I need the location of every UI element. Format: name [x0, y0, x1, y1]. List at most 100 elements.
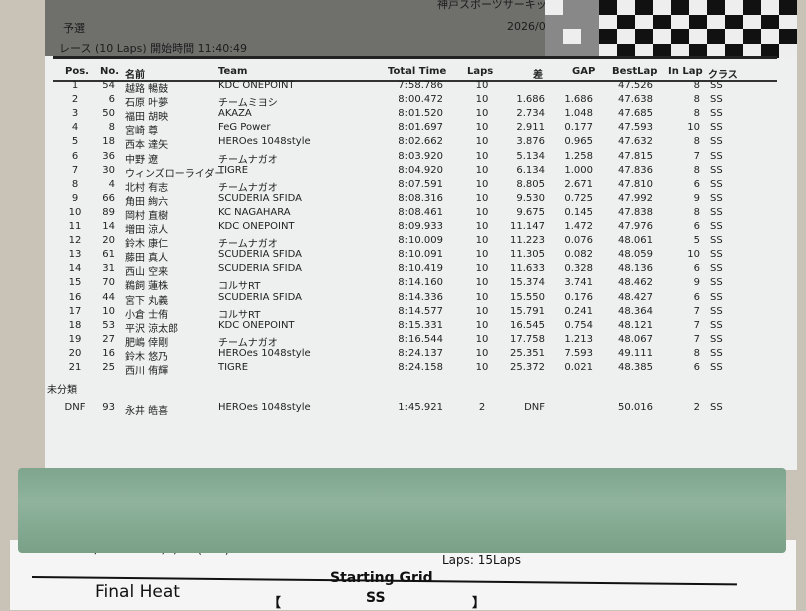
- cell-gap: 0.076: [564, 235, 593, 247]
- cell-class: SS: [710, 164, 723, 176]
- cell-inlap: 10: [687, 249, 700, 261]
- cell-best: 48.462: [618, 277, 653, 289]
- cell-name: 鈴木 悠乃: [125, 351, 169, 363]
- cell-total: 8:10.091: [398, 249, 443, 261]
- cell-total: 8:14.160: [398, 277, 443, 289]
- cell-laps: 10: [475, 277, 489, 289]
- results-sheet: 予選 神戸スポーツサーキット 1.045 km 2026/03/22 11:45…: [45, 0, 797, 470]
- session-label: 予選: [63, 22, 85, 35]
- cell-team: SCUDERIA SFIDA: [218, 249, 302, 261]
- cell-team: チームミヨシ: [218, 98, 278, 110]
- cell-class: SS: [710, 319, 723, 331]
- paper-roll: [18, 468, 786, 553]
- cell-inlap: 8: [693, 347, 700, 359]
- flag-square: [581, 14, 599, 29]
- flag-square: [743, 14, 761, 29]
- cell-laps: 10: [475, 305, 489, 317]
- flag-square: [599, 0, 617, 15]
- cell-pos: 15: [68, 277, 82, 289]
- cell-pos: DNF: [64, 402, 86, 413]
- cell-gap: 1.258: [564, 150, 593, 162]
- cell-inlap: 8: [693, 136, 700, 148]
- sheet-laps: Laps: 15Laps: [442, 553, 521, 567]
- cell-best: 47.593: [618, 122, 653, 134]
- cell-total: 8:16.544: [398, 333, 443, 345]
- cell-best: 47.685: [618, 108, 653, 120]
- cell-name: 鈴木 康仁: [125, 239, 169, 251]
- flag-square: [653, 29, 671, 44]
- cell-class: SS: [710, 221, 723, 232]
- cell-laps: 10: [475, 192, 489, 204]
- cell-diff: 15.550: [510, 291, 545, 303]
- unclassified-label: 未分類: [47, 385, 77, 396]
- cell-class: SS: [710, 122, 723, 134]
- cell-laps: 10: [475, 347, 489, 359]
- flag-square: [689, 14, 707, 29]
- header-band: 予選 神戸スポーツサーキット 1.045 km 2026/03/22 11:45…: [45, 0, 797, 58]
- cell-diff: 3.876: [516, 136, 545, 148]
- cell-name: 越路 暢鼓: [125, 84, 169, 95]
- cell-team: チームナガオ: [218, 337, 278, 349]
- cell-no: 25: [102, 362, 115, 373]
- cell-inlap: 8: [693, 164, 700, 176]
- cell-class: SS: [710, 235, 723, 247]
- cell-laps: 10: [475, 80, 489, 91]
- flag-square: [581, 29, 599, 44]
- cell-total: 8:09.933: [398, 221, 443, 232]
- flag-square: [653, 43, 671, 58]
- column-header-class: クラス: [708, 70, 738, 81]
- cell-diff: 15.374: [510, 277, 545, 289]
- cell-best: 47.838: [618, 206, 653, 218]
- cell-class: SS: [710, 277, 723, 289]
- cell-pos: 5: [71, 136, 79, 148]
- flag-square: [635, 0, 653, 15]
- cell-gap: 0.725: [564, 192, 593, 204]
- flag-square: [689, 0, 707, 15]
- cell-laps: 10: [475, 235, 489, 247]
- cell-name: ウィンズローライダー: [125, 168, 225, 180]
- cell-no: 36: [102, 150, 115, 162]
- column-header-team: Team: [218, 66, 248, 77]
- cell-team: KC NAGAHARA: [218, 206, 291, 218]
- cell-class: SS: [710, 94, 723, 106]
- cell-inlap: 7: [693, 150, 700, 162]
- cell-inlap: 6: [693, 178, 700, 190]
- cell-name: 平沢 涼太郎: [125, 323, 179, 335]
- cell-name: 藤田 真人: [125, 253, 169, 265]
- flag-square: [707, 0, 725, 15]
- flag-square: [779, 14, 797, 29]
- flag-square: [563, 0, 581, 15]
- flag-square: [617, 0, 635, 15]
- cell-class: SS: [710, 347, 723, 359]
- flag-square: [671, 43, 689, 58]
- flag-square: [635, 14, 653, 29]
- flag-square: [671, 0, 689, 15]
- cell-gap: 1.686: [564, 94, 593, 106]
- cell-pos: 10: [68, 206, 82, 218]
- cell-team: チームナガオ: [218, 239, 278, 251]
- cell-best: 47.992: [618, 192, 653, 204]
- flag-square: [671, 14, 689, 29]
- cell-pos: 16: [68, 291, 82, 303]
- cell-laps: 10: [475, 136, 489, 148]
- flag-square: [599, 29, 617, 44]
- cell-total: 8:24.137: [398, 347, 443, 359]
- cell-total: 8:08.316: [398, 192, 443, 204]
- cell-best: 48.121: [618, 319, 653, 331]
- sheet-title: Starting Grid: [330, 570, 433, 586]
- cell-total: 8:02.662: [398, 136, 443, 148]
- cell-inlap: 5: [693, 235, 700, 247]
- flag-square: [725, 14, 743, 29]
- cell-class: SS: [710, 206, 723, 218]
- cell-name: 永井 皓喜: [125, 406, 169, 417]
- cell-gap: 0.965: [564, 136, 593, 148]
- cell-pos: 9: [71, 192, 79, 204]
- cell-diff: 8.805: [516, 178, 545, 190]
- cell-total: 8:15.331: [398, 319, 443, 331]
- cell-best: 47.526: [618, 80, 653, 91]
- divider: [53, 80, 777, 82]
- cell-gap: 0.328: [564, 263, 593, 275]
- cell-laps: 10: [475, 164, 489, 176]
- flag-square: [581, 0, 599, 15]
- venue: 神戸スポーツサーキット 1.045 km: [437, 0, 614, 11]
